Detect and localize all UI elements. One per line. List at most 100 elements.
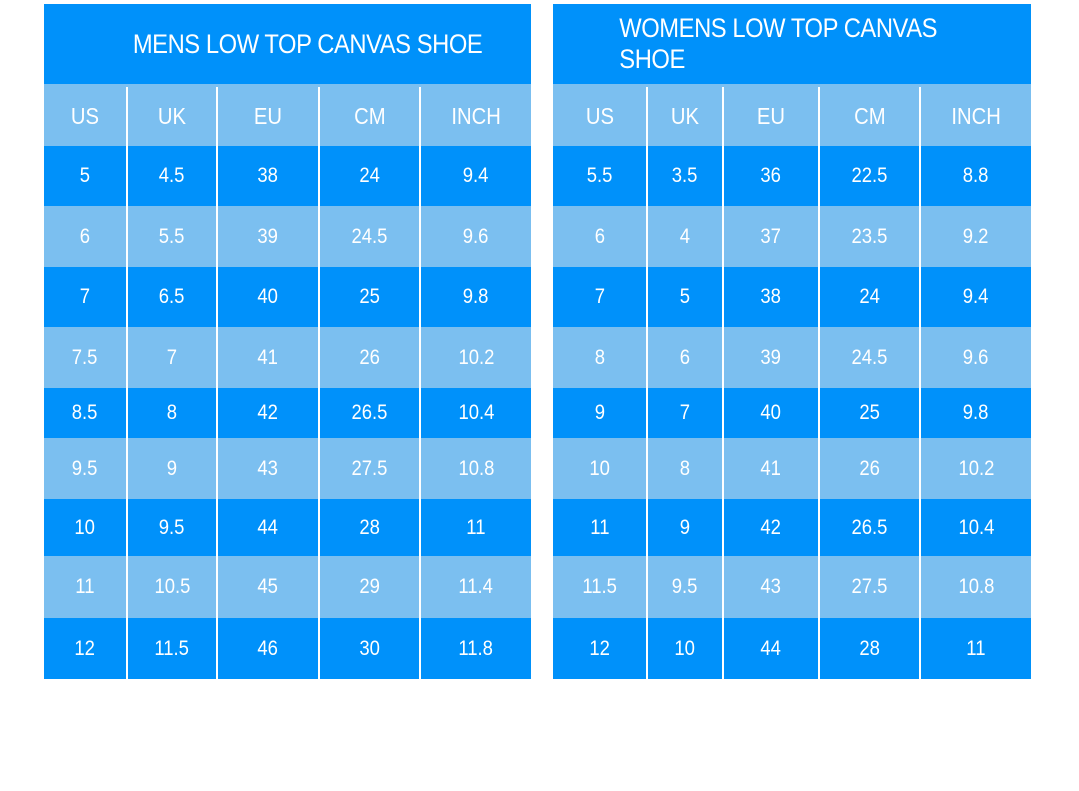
cell-text: 8.8 bbox=[963, 164, 989, 187]
cell-text: 10 bbox=[589, 456, 610, 480]
table-cell: 44 bbox=[216, 499, 318, 556]
table-cell: 45 bbox=[216, 556, 318, 618]
cell-text: 27.5 bbox=[851, 575, 888, 598]
mens-size-table: MENS LOW TOP CANVAS SHOE US UK EU CM INCH 5 4.… bbox=[44, 4, 531, 679]
cell-text: 29 bbox=[359, 575, 380, 598]
cell-text: 9.6 bbox=[963, 345, 989, 369]
table-cell: 9.6 bbox=[419, 206, 531, 267]
cell-text: 45 bbox=[257, 575, 279, 598]
cell-text: 4 bbox=[679, 224, 691, 248]
column-header: US bbox=[553, 87, 646, 146]
table-cell: 10 bbox=[44, 499, 126, 556]
cell-text: 26 bbox=[359, 345, 380, 369]
table-cell: 11.5 bbox=[553, 556, 646, 618]
cell-text: 10.5 bbox=[154, 575, 190, 598]
cell-text: 6 bbox=[679, 345, 691, 369]
column-header: US bbox=[44, 87, 126, 146]
column-header: EU bbox=[216, 87, 318, 146]
table-row: 9.5 9 43 27.5 10.8 bbox=[44, 438, 531, 499]
cell-text: 6 bbox=[594, 224, 605, 248]
table-row: 8 6 39 24.5 9.6 bbox=[553, 327, 1031, 388]
cell-text: 10.4 bbox=[458, 401, 494, 424]
mens-table-body: US UK EU CM INCH 5 4.5 38 24 9.4 6 5.5 39 24.5 9.6 7 6.5… bbox=[44, 84, 531, 679]
cell-text: 11 bbox=[966, 636, 986, 660]
table-cell: 10.8 bbox=[919, 556, 1031, 618]
table-row: 12 11.5 46 30 11.8 bbox=[44, 618, 531, 679]
cell-text: 8.5 bbox=[72, 401, 98, 424]
table-cell: 24 bbox=[818, 267, 919, 327]
cell-text: 24 bbox=[359, 164, 380, 187]
table-row: 11 9 42 26.5 10.4 bbox=[553, 499, 1031, 556]
cell-text: 5 bbox=[679, 285, 691, 308]
table-cell: 9.6 bbox=[919, 327, 1031, 388]
cell-text: 46 bbox=[257, 636, 279, 660]
cell-text: 11.5 bbox=[582, 575, 617, 598]
cell-text: 9.8 bbox=[963, 401, 989, 424]
cell-text: 7 bbox=[594, 285, 605, 308]
cell-text: 3.5 bbox=[672, 164, 698, 187]
cell-text: 9 bbox=[594, 401, 605, 424]
table-cell: 7 bbox=[44, 267, 126, 327]
cell-text: 11.4 bbox=[458, 575, 494, 598]
cell-text: 9.5 bbox=[159, 515, 185, 539]
table-cell: 23.5 bbox=[818, 206, 919, 267]
table-cell: 24.5 bbox=[818, 327, 919, 388]
cell-text: 5.5 bbox=[586, 164, 613, 187]
cell-text: 44 bbox=[257, 515, 279, 539]
cell-text: 8 bbox=[679, 456, 691, 480]
cell-text: 43 bbox=[760, 575, 782, 598]
table-cell: 7 bbox=[553, 267, 646, 327]
table-cell: 11 bbox=[553, 499, 646, 556]
table-cell: 8.8 bbox=[919, 146, 1031, 206]
table-cell: 36 bbox=[722, 146, 818, 206]
table-cell: 6 bbox=[646, 327, 722, 388]
table-row: 8.5 8 42 26.5 10.4 bbox=[44, 388, 531, 438]
table-cell: 9 bbox=[126, 438, 216, 499]
table-cell: 5 bbox=[646, 267, 722, 327]
cell-text: 42 bbox=[760, 515, 782, 539]
table-cell: 40 bbox=[722, 388, 818, 438]
table-row: 10 8 41 26 10.2 bbox=[553, 438, 1031, 499]
table-cell: 9.4 bbox=[919, 267, 1031, 327]
table-cell: 7 bbox=[126, 327, 216, 388]
womens-table-body: US UK EU CM INCH 5.5 3.5 36 22.5 8.8 6 4 37 23.5 9.2 7 5… bbox=[553, 84, 1031, 679]
cell-text: 6.5 bbox=[159, 285, 185, 308]
cell-text: 5 bbox=[79, 164, 91, 187]
table-cell: 22.5 bbox=[818, 146, 919, 206]
cell-text: CM bbox=[353, 103, 386, 129]
cell-text: 25 bbox=[859, 401, 880, 424]
cell-text: 38 bbox=[257, 164, 279, 187]
table-cell: 26 bbox=[318, 327, 419, 388]
table-cell: 38 bbox=[216, 146, 318, 206]
table-cell: 11 bbox=[919, 618, 1031, 679]
cell-text: 8 bbox=[166, 401, 178, 424]
cell-text: 7.5 bbox=[72, 345, 98, 369]
cell-text: 23.5 bbox=[851, 224, 888, 248]
cell-text: 10 bbox=[674, 636, 696, 660]
table-cell: 27.5 bbox=[318, 438, 419, 499]
cell-text: 7 bbox=[79, 285, 91, 308]
column-header: INCH bbox=[919, 87, 1031, 146]
table-cell: 29 bbox=[318, 556, 419, 618]
cell-text: 5.5 bbox=[159, 224, 185, 248]
table-cell: 5.5 bbox=[553, 146, 646, 206]
cell-text: EU bbox=[756, 103, 786, 129]
column-header: UK bbox=[126, 87, 216, 146]
table-cell: 9 bbox=[646, 499, 722, 556]
table-cell: 9.2 bbox=[919, 206, 1031, 267]
cell-text: 30 bbox=[359, 636, 380, 660]
table-cell: 43 bbox=[216, 438, 318, 499]
table-cell: 8.5 bbox=[44, 388, 126, 438]
cell-text: 40 bbox=[257, 285, 279, 308]
cell-text: 10.8 bbox=[458, 456, 494, 480]
table-cell: 28 bbox=[318, 499, 419, 556]
table-cell: 43 bbox=[722, 556, 818, 618]
table-cell: 46 bbox=[216, 618, 318, 679]
column-header: CM bbox=[818, 87, 919, 146]
table-cell: 9.4 bbox=[419, 146, 531, 206]
table-row: 7 5 38 24 9.4 bbox=[553, 267, 1031, 327]
mens-header-row: US UK EU CM INCH bbox=[44, 84, 531, 146]
cell-text: 25 bbox=[359, 285, 380, 308]
table-cell: 44 bbox=[722, 618, 818, 679]
table-cell: 42 bbox=[216, 388, 318, 438]
